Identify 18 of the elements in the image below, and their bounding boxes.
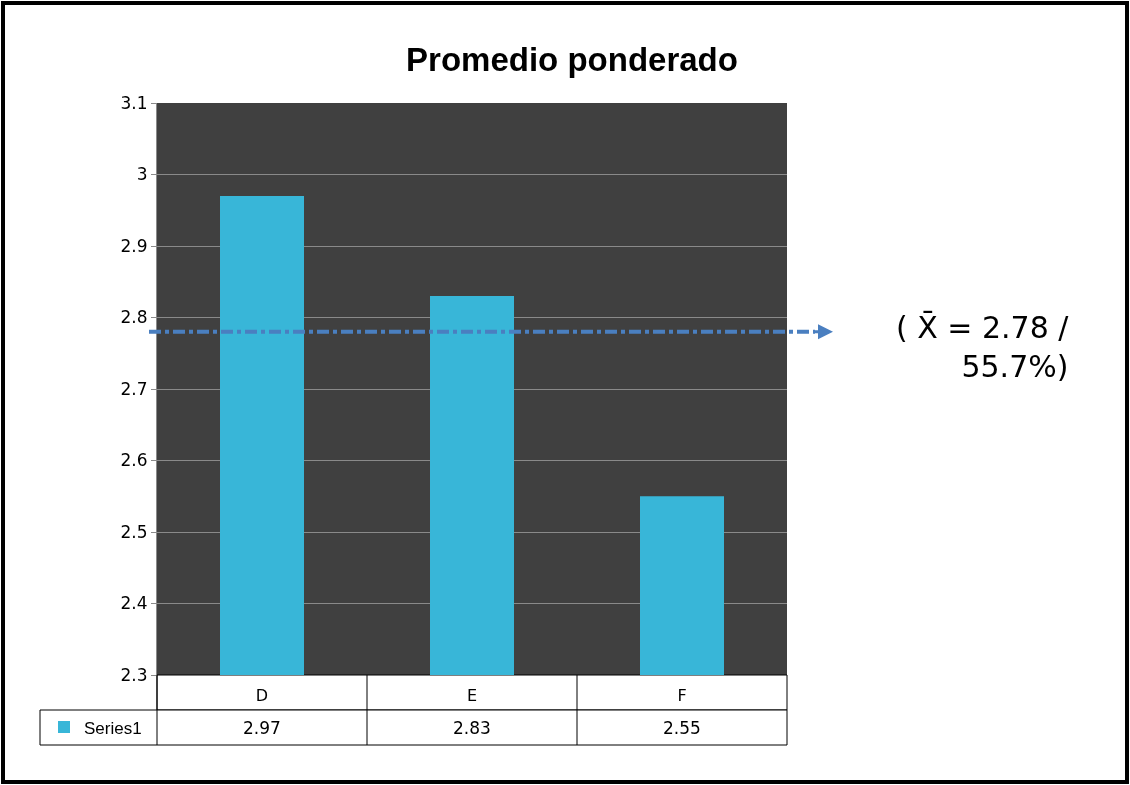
y-tick-label: 2.8 — [120, 307, 148, 328]
legend-label: Series1 — [84, 718, 142, 738]
y-tick-label: 3 — [136, 164, 148, 185]
y-tick-label: 2.9 — [120, 235, 148, 256]
y-tick-label: 3.1 — [120, 92, 148, 113]
y-tick-label: 2.5 — [120, 521, 148, 542]
data-label: 2.97 — [243, 718, 281, 738]
x-tick-label: D — [255, 686, 269, 705]
x-tick-label: E — [466, 686, 478, 705]
ref-line-label: ( X̄ = 2.78 / 55.7%) — [896, 310, 1070, 385]
y-tick-label: 2.3 — [120, 664, 148, 685]
data-label: 2.55 — [663, 718, 701, 738]
y-tick-label: 2.6 — [120, 450, 148, 471]
y-tick-label: 2.7 — [120, 378, 148, 399]
data-label: 2.83 — [453, 718, 491, 738]
chart-title: Promedio ponderado — [406, 41, 738, 79]
x-tick-label: F — [677, 686, 687, 705]
y-tick-label: 2.4 — [120, 593, 148, 614]
